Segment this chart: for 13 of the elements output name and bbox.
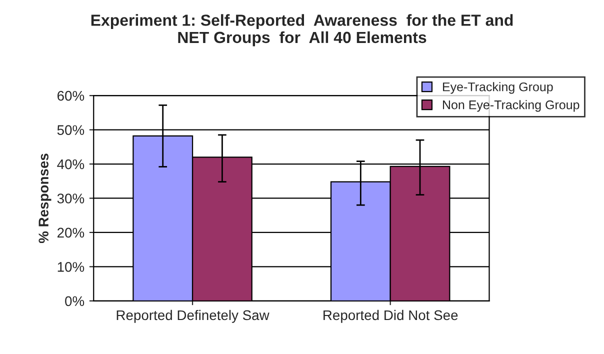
y-tick-label: 60% bbox=[58, 90, 84, 101]
y-tick-label: 50% bbox=[57, 125, 84, 135]
chart-title: Experiment 1: Self-Reported Awareness for the ET and NET Groups for All 40 Elements bbox=[91, 14, 513, 46]
y-tick-label: 20% bbox=[57, 228, 84, 238]
y-tick-label: 30% bbox=[57, 194, 84, 204]
x-tick-label: Reported Definetely Saw bbox=[116, 310, 270, 323]
y-axis-title: % Responses bbox=[38, 154, 52, 244]
y-tick-label: 0% bbox=[65, 296, 84, 306]
legend-label: Non Eye-Tracking Group bbox=[442, 100, 580, 112]
y-tick-label: 40% bbox=[57, 159, 84, 170]
y-tick-label: 10% bbox=[58, 262, 84, 272]
legend-label: Eye-Tracking Group bbox=[442, 82, 553, 94]
x-tick-label: Reported Did Not See bbox=[324, 310, 458, 323]
